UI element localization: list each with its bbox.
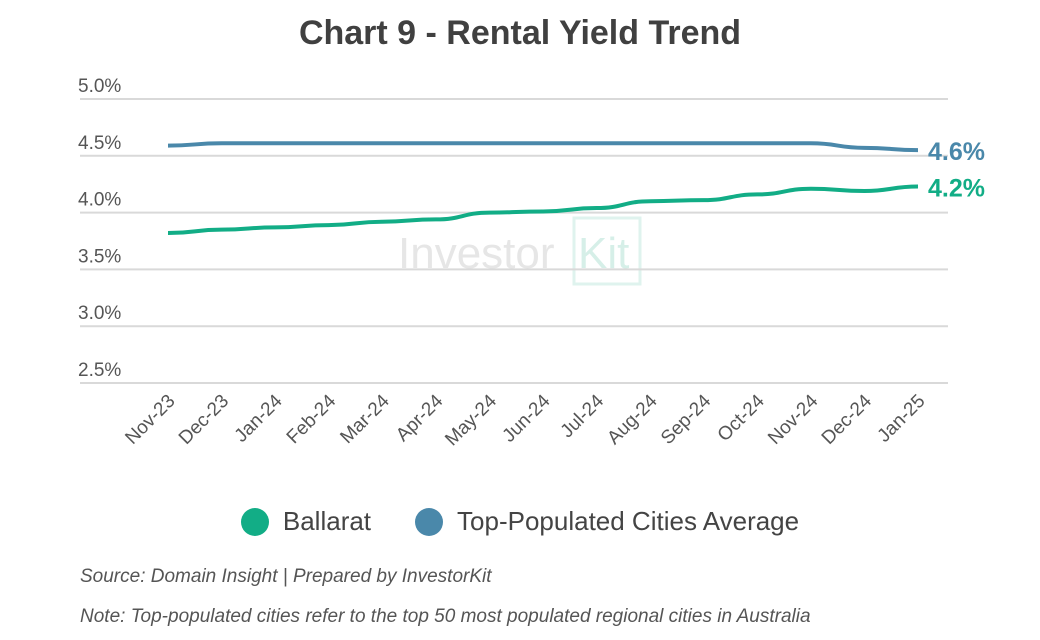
legend: Ballarat Top-Populated Cities Average <box>0 506 1040 537</box>
y-tick-label: 4.5% <box>78 133 121 154</box>
legend-label: Top-Populated Cities Average <box>457 506 800 536</box>
x-tick-label: Dec-23 <box>175 391 233 449</box>
chart-title: Chart 9 - Rental Yield Trend <box>298 14 742 52</box>
legend-label: Ballarat <box>282 506 372 536</box>
x-tick-label: May-24 <box>441 390 501 450</box>
x-tick-label: Apr-24 <box>392 390 447 445</box>
end-value-label: 4.2% <box>928 174 985 202</box>
x-tick-label: Nov-23 <box>121 391 179 449</box>
x-tick-label: Dec-24 <box>818 390 876 448</box>
end-value-label: 4.6% <box>928 138 985 166</box>
y-tick-label: 4.0% <box>78 190 121 211</box>
x-tick-label: Jan-24 <box>231 390 287 446</box>
x-tick-label: Jun-24 <box>499 390 555 446</box>
legend-swatch <box>415 507 444 536</box>
series-line-1 <box>167 141 919 153</box>
x-tick-label: Sep-24 <box>657 390 715 448</box>
y-tick-label: 3.5% <box>78 246 121 267</box>
series-line-0 <box>167 184 919 236</box>
watermark: Investor <box>398 229 555 278</box>
legend-swatch <box>240 507 269 536</box>
x-tick-label: Oct-24 <box>714 390 769 445</box>
line-chart: Investor Kit5.0%4.5%4.0%3.5%3.0%2.5%Nov-2… <box>78 76 985 450</box>
y-tick-label: 3.0% <box>78 303 121 324</box>
x-tick-label: Nov-24 <box>764 390 822 448</box>
x-tick-label: Aug-24 <box>603 390 661 448</box>
watermark-kit: Kit <box>578 229 629 278</box>
watermark-box <box>572 216 642 286</box>
y-tick-label: 2.5% <box>78 360 121 381</box>
x-tick-label: Jul-24 <box>557 390 609 442</box>
legend-item-ballarat: Ballarat <box>240 506 372 537</box>
note-text: Note: Top-populated cities refer to the … <box>80 606 811 627</box>
legend-item-average: Top-Populated Cities Average <box>415 506 799 537</box>
y-tick-label: 5.0% <box>78 76 121 97</box>
x-tick-label: Mar-24 <box>336 390 394 448</box>
x-tick-label: Jan-25 <box>874 391 930 447</box>
source-text: Source: Domain Insight | Prepared by Inv… <box>80 566 492 587</box>
x-tick-label: Feb-24 <box>283 390 341 448</box>
